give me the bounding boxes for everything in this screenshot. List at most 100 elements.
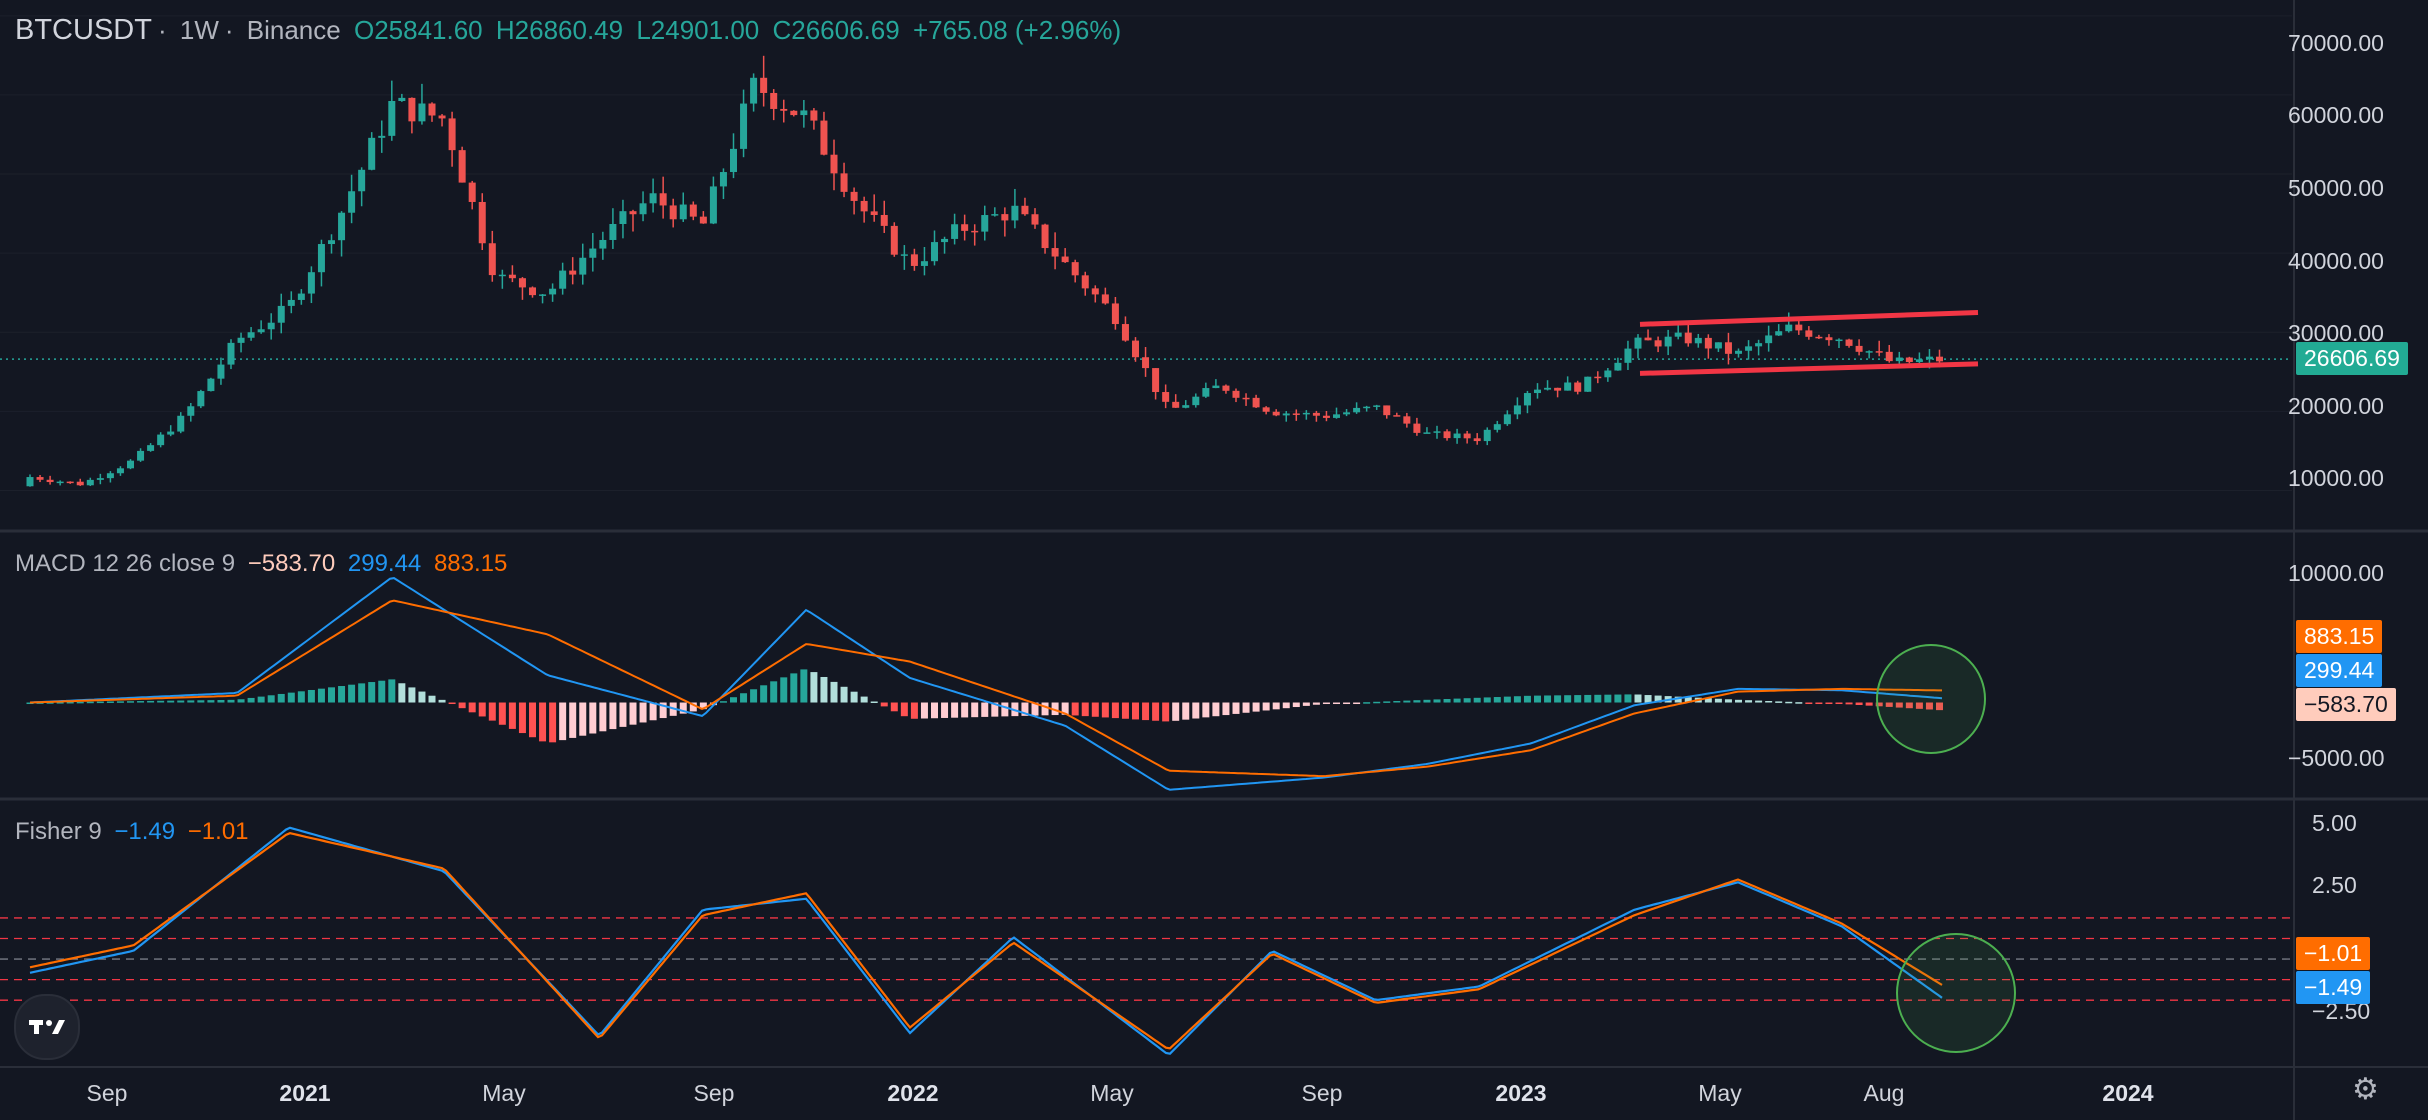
macd-hist-bar [1292,702,1300,708]
candle-up [1735,348,1742,358]
macd-hist-bar [850,691,858,703]
macd-hist-bar [860,696,868,703]
candle-down [1795,319,1803,335]
macd-hist-bar [800,669,808,703]
candle-up [1634,334,1642,359]
macd-hist-bar [26,702,34,705]
candle-up [1493,420,1501,433]
macd-line-badge: 299.44 [2296,654,2383,687]
time-tick: May [1698,1080,1742,1106]
candle-down [1121,316,1129,342]
macd-hist-bar [689,702,697,712]
symbol-name[interactable]: BTCUSDT [15,14,152,46]
macd-hist-bar [1071,702,1079,716]
macd-hist-bar [1282,702,1290,709]
candle-up [619,199,627,239]
interval-label[interactable]: 1W [179,15,219,45]
candle-up [1745,340,1753,360]
candle-down [1654,336,1662,353]
macd-hist-bar [398,683,406,703]
tradingview-logo-icon[interactable] [14,994,80,1060]
macd-hist-bar [750,689,758,703]
macd-hist-bar [1212,702,1220,717]
macd-title[interactable]: MACD 12 26 close 9 [15,550,236,577]
price-tick: 60000.00 [2288,102,2384,128]
candle-down [770,89,778,121]
macd-hist-bar [1724,699,1732,703]
candle-down [76,478,84,486]
time-tick: 2023 [1495,1080,1547,1106]
time-tick: 2022 [887,1080,939,1106]
fisher-highlight-circle [1896,933,2016,1053]
macd-hist-bar [780,677,788,703]
tradingview-logo-glyph [29,1020,65,1034]
candle-up [388,80,396,141]
fisher-title[interactable]: Fisher 9 [15,818,102,845]
candle-up [197,389,205,409]
macd-hist-bar [1775,701,1783,703]
macd-hist-bar [1735,699,1742,703]
candle-up [1523,390,1531,414]
price-tick: 20000.00 [2288,393,2384,419]
macd-hist-bar [931,702,938,719]
candle-down [1383,405,1391,419]
candle-down [478,193,486,251]
macd-hist-bar [1785,701,1793,704]
macd-hist-bar [1513,696,1521,703]
macd-hist-bar [810,672,818,703]
macd-hist-bar [307,689,315,703]
macd-hist-bar [46,702,54,704]
macd-hist-bar [569,702,577,738]
macd-hist-bar [1061,702,1069,715]
macd-hist-bar [1493,697,1501,703]
macd-hist-bar [1795,702,1803,704]
candle-down [458,146,466,183]
macd-hist-bar [1473,697,1481,703]
fisher-line-value: −1.49 [114,818,176,845]
candle-up [328,234,335,254]
macd-hist-bar [1875,702,1883,707]
macd-hist-bar [1483,697,1491,703]
candle-down [1001,207,1009,237]
price-tick: 40000.00 [2288,248,2384,274]
candle-up [1714,342,1722,352]
macd-hist-bar [1815,702,1823,705]
macd-hist-bar [358,683,366,703]
candle-up [338,211,346,257]
candle-up [1624,340,1632,370]
macd-hist-badge: −583.70 [2296,688,2396,721]
candle-up [358,167,366,207]
macd-hist-bar [338,686,346,703]
macd-hist-bar [1534,695,1541,703]
macd-hist-bar [478,702,486,717]
macd-hist-bar [1433,699,1441,703]
fisher-trigger-value: −1.01 [187,818,249,845]
candle-down [1473,433,1481,445]
macd-hist-bar [408,687,416,703]
gear-icon[interactable]: ⚙ [2352,1073,2379,1106]
macd-hist-bar [468,702,476,713]
candle-up [1333,407,1340,419]
candle-down [1845,338,1853,348]
candle-down [870,194,878,222]
candle-up [398,93,406,102]
macd-hist-bar [1825,702,1833,705]
candle-up [1785,312,1793,333]
candle-up [56,480,64,486]
candle-down [1825,334,1833,346]
candle-up [1302,410,1310,420]
candle-down [840,162,848,198]
macd-hist-bar [1704,698,1712,703]
macd-hist-bar [348,684,356,703]
macd-hist-bar [287,692,295,703]
candle-down [1554,387,1562,398]
candle-down [1815,334,1823,340]
candle-up [207,377,215,392]
macd-hist-bar [56,702,64,704]
candle-down [1101,287,1109,305]
candle-down [1242,393,1250,406]
candle-up [649,178,657,213]
candle-up [709,176,717,225]
macd-hist-bar [1865,702,1873,706]
